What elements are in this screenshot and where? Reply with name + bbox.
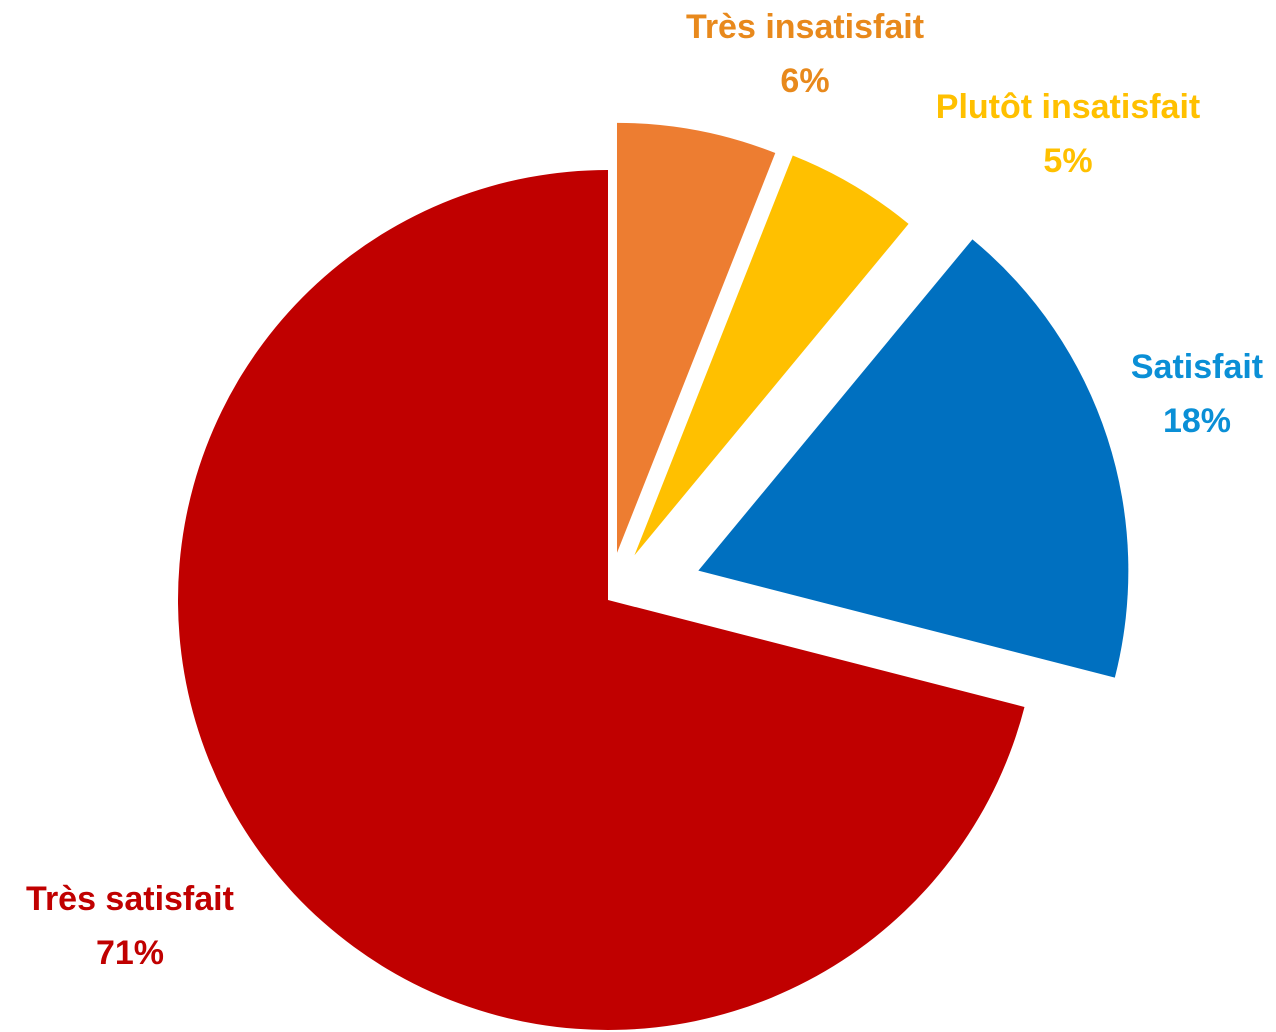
slice-category-label: Plutôt insatisfait — [936, 88, 1200, 126]
label-tres-insatisfait: Très insatisfait 6% — [686, 8, 924, 100]
slice-tres-satisfait — [178, 170, 1025, 1030]
slice-value-label: 5% — [1043, 142, 1092, 180]
label-satisfait: Satisfait 18% — [1131, 348, 1263, 440]
slice-value-label: 6% — [780, 62, 829, 100]
slice-category-label: Très insatisfait — [686, 8, 924, 46]
slice-category-label: Très satisfait — [26, 880, 234, 918]
slice-satisfait — [698, 239, 1129, 678]
slice-tres-insatisfait — [616, 122, 776, 553]
label-tres-satisfait: Très satisfait 71% — [26, 880, 234, 972]
label-plutot-insatisfait: Plutôt insatisfait 5% — [936, 88, 1200, 180]
slice-plutot-insatisfait — [634, 155, 909, 556]
slice-value-label: 18% — [1163, 402, 1231, 440]
slice-category-label: Satisfait — [1131, 348, 1263, 386]
pie-slices — [178, 122, 1129, 1030]
pie-labels: Très insatisfait 6% Plutôt insatisfait 5% Sa… — [26, 8, 1263, 972]
slice-value-label: 71% — [96, 934, 164, 972]
